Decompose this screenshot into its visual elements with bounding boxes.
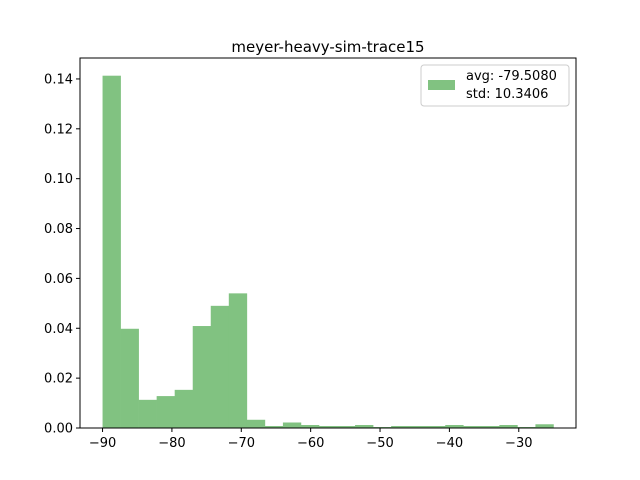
histogram-bar: [445, 425, 464, 428]
histogram-bar: [300, 425, 320, 428]
legend-box: [420, 64, 570, 107]
x-tick-label: −60: [297, 436, 324, 451]
x-tick-label: −90: [89, 436, 116, 451]
histogram-bar: [102, 75, 121, 428]
histogram-bar: [463, 426, 482, 428]
histogram-bar: [337, 426, 356, 428]
legend-swatch: [428, 80, 455, 90]
histogram-bar: [210, 305, 230, 428]
histogram-bar: [282, 422, 302, 428]
histogram-bar: [427, 426, 446, 428]
x-tick-label: −30: [505, 436, 532, 451]
histogram-bar: [120, 328, 139, 428]
x-axis-ticks: −90 −80 −70 −60 −50 −40 −30: [89, 428, 532, 451]
bars-group: [102, 75, 554, 428]
y-axis-ticks: 0.00 0.02 0.04 0.06 0.08 0.10 0.12 0.14: [44, 72, 80, 437]
histogram-bar: [228, 293, 248, 428]
x-tick-label: −50: [366, 436, 393, 451]
histogram-bar: [499, 425, 518, 428]
histogram-bar: [391, 426, 410, 428]
histogram-bar: [264, 426, 284, 428]
legend: avg: -79.5080 std: 10.3406: [420, 64, 570, 107]
y-tick-label: 0.12: [44, 122, 73, 137]
histogram-bar: [174, 389, 194, 428]
legend-std-label: std: 10.3406: [466, 87, 548, 102]
x-tick-label: −70: [228, 436, 255, 451]
chart-title: meyer-heavy-sim-trace15: [231, 38, 424, 56]
y-tick-label: 0.08: [44, 222, 73, 237]
histogram-bar: [535, 424, 554, 428]
y-tick-label: 0.06: [44, 272, 73, 287]
histogram-bar: [409, 426, 428, 428]
histogram-bar: [318, 426, 338, 428]
y-tick-label: 0.10: [44, 172, 73, 187]
histogram-bar: [192, 326, 212, 428]
y-tick-label: 0.02: [44, 372, 73, 387]
histogram-bar: [156, 396, 175, 428]
histogram-bar: [246, 419, 266, 428]
histogram-bar: [481, 426, 500, 428]
x-tick-label: −40: [436, 436, 463, 451]
legend-avg-label: avg: -79.5080: [466, 69, 557, 84]
x-tick-label: −80: [158, 436, 185, 451]
y-tick-label: 0.04: [44, 322, 73, 337]
y-tick-label: 0.14: [44, 72, 73, 87]
histogram-bar: [355, 425, 374, 428]
y-tick-label: 0.00: [44, 422, 73, 437]
plot-area-frame: [79, 57, 577, 429]
histogram-bar: [138, 399, 157, 428]
